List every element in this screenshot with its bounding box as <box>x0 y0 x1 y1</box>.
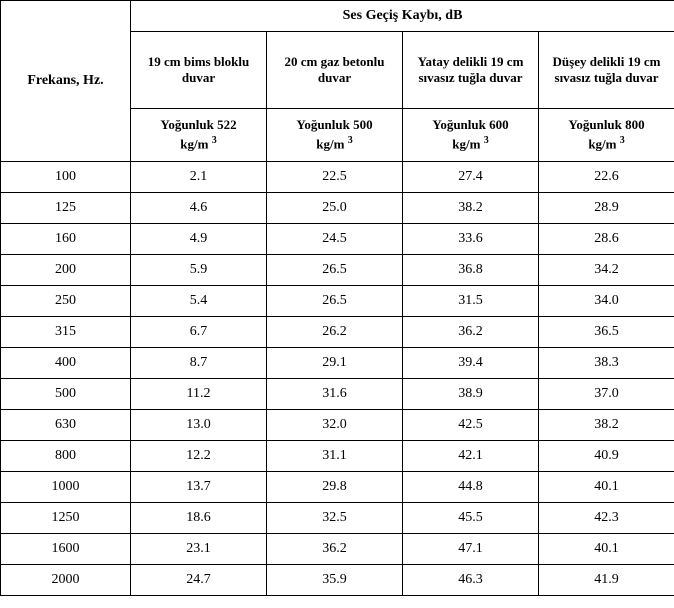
cell-value: 13.0 <box>131 410 267 441</box>
cell-value: 45.5 <box>403 503 539 534</box>
cell-value: 28.9 <box>539 193 674 224</box>
table-row: 50011.231.638.937.0 <box>1 379 674 410</box>
header-wall-3: Düşey delikli 19 cm sıvasız tuğla duvar <box>539 32 674 109</box>
header-wall-1: 20 cm gaz betonlu duvar <box>267 32 403 109</box>
cell-value: 36.2 <box>403 317 539 348</box>
cell-value: 35.9 <box>267 565 403 596</box>
cell-frequency: 315 <box>1 317 131 348</box>
sound-loss-table: Frekans, Hz. Ses Geçiş Kaybı, dB 19 cm b… <box>0 0 674 596</box>
cell-frequency: 1000 <box>1 472 131 503</box>
cell-value: 8.7 <box>131 348 267 379</box>
cell-value: 22.5 <box>267 162 403 193</box>
cell-frequency: 2000 <box>1 565 131 596</box>
header-density-3: Yoğunluk 800kg/m 3 <box>539 109 674 162</box>
cell-value: 40.1 <box>539 472 674 503</box>
table-row: 1604.924.533.628.6 <box>1 224 674 255</box>
cell-value: 29.1 <box>267 348 403 379</box>
header-wall-0: 19 cm bims bloklu duvar <box>131 32 267 109</box>
cell-value: 31.6 <box>267 379 403 410</box>
cell-value: 47.1 <box>403 534 539 565</box>
cell-frequency: 630 <box>1 410 131 441</box>
cell-value: 37.0 <box>539 379 674 410</box>
cell-frequency: 100 <box>1 162 131 193</box>
cell-value: 26.5 <box>267 286 403 317</box>
cell-frequency: 800 <box>1 441 131 472</box>
cell-value: 29.8 <box>267 472 403 503</box>
cell-value: 34.0 <box>539 286 674 317</box>
table-row: 1002.122.527.422.6 <box>1 162 674 193</box>
cell-value: 31.1 <box>267 441 403 472</box>
header-frequency: Frekans, Hz. <box>1 1 131 162</box>
cell-frequency: 1600 <box>1 534 131 565</box>
table-row: 3156.726.236.236.5 <box>1 317 674 348</box>
table-row: 160023.136.247.140.1 <box>1 534 674 565</box>
header-density-0: Yoğunluk 522kg/m 3 <box>131 109 267 162</box>
cell-value: 42.1 <box>403 441 539 472</box>
cell-frequency: 400 <box>1 348 131 379</box>
table-row: 100013.729.844.840.1 <box>1 472 674 503</box>
cell-value: 24.5 <box>267 224 403 255</box>
table-row: 4008.729.139.438.3 <box>1 348 674 379</box>
cell-value: 11.2 <box>131 379 267 410</box>
cell-value: 40.9 <box>539 441 674 472</box>
cell-value: 23.1 <box>131 534 267 565</box>
cell-value: 38.2 <box>539 410 674 441</box>
cell-value: 32.5 <box>267 503 403 534</box>
cell-value: 46.3 <box>403 565 539 596</box>
cell-value: 6.7 <box>131 317 267 348</box>
cell-value: 26.2 <box>267 317 403 348</box>
cell-value: 2.1 <box>131 162 267 193</box>
cell-value: 44.8 <box>403 472 539 503</box>
header-density-2: Yoğunluk 600kg/m 3 <box>403 109 539 162</box>
header-density-1: Yoğunluk 500kg/m 3 <box>267 109 403 162</box>
cell-value: 4.9 <box>131 224 267 255</box>
header-wall-2: Yatay delikli 19 cm sıvasız tuğla duvar <box>403 32 539 109</box>
cell-frequency: 200 <box>1 255 131 286</box>
header-main: Ses Geçiş Kaybı, dB <box>131 1 674 32</box>
cell-value: 34.2 <box>539 255 674 286</box>
table-row: 2005.926.536.834.2 <box>1 255 674 286</box>
cell-value: 36.8 <box>403 255 539 286</box>
cell-value: 18.6 <box>131 503 267 534</box>
cell-frequency: 125 <box>1 193 131 224</box>
cell-value: 42.5 <box>403 410 539 441</box>
cell-value: 40.1 <box>539 534 674 565</box>
cell-value: 5.4 <box>131 286 267 317</box>
cell-value: 27.4 <box>403 162 539 193</box>
cell-value: 39.4 <box>403 348 539 379</box>
cell-value: 31.5 <box>403 286 539 317</box>
table-row: 80012.231.142.140.9 <box>1 441 674 472</box>
cell-value: 32.0 <box>267 410 403 441</box>
cell-value: 42.3 <box>539 503 674 534</box>
table-row: 125018.632.545.542.3 <box>1 503 674 534</box>
table-row: 200024.735.946.341.9 <box>1 565 674 596</box>
cell-value: 13.7 <box>131 472 267 503</box>
cell-value: 12.2 <box>131 441 267 472</box>
cell-value: 4.6 <box>131 193 267 224</box>
cell-value: 26.5 <box>267 255 403 286</box>
table-row: 1254.625.038.228.9 <box>1 193 674 224</box>
cell-value: 41.9 <box>539 565 674 596</box>
cell-frequency: 500 <box>1 379 131 410</box>
cell-value: 38.3 <box>539 348 674 379</box>
cell-frequency: 250 <box>1 286 131 317</box>
cell-value: 36.2 <box>267 534 403 565</box>
table-row: 2505.426.531.534.0 <box>1 286 674 317</box>
cell-value: 38.9 <box>403 379 539 410</box>
cell-value: 36.5 <box>539 317 674 348</box>
cell-value: 22.6 <box>539 162 674 193</box>
cell-value: 24.7 <box>131 565 267 596</box>
cell-value: 28.6 <box>539 224 674 255</box>
table-row: 63013.032.042.538.2 <box>1 410 674 441</box>
cell-frequency: 160 <box>1 224 131 255</box>
cell-value: 25.0 <box>267 193 403 224</box>
cell-value: 5.9 <box>131 255 267 286</box>
cell-frequency: 1250 <box>1 503 131 534</box>
cell-value: 33.6 <box>403 224 539 255</box>
cell-value: 38.2 <box>403 193 539 224</box>
